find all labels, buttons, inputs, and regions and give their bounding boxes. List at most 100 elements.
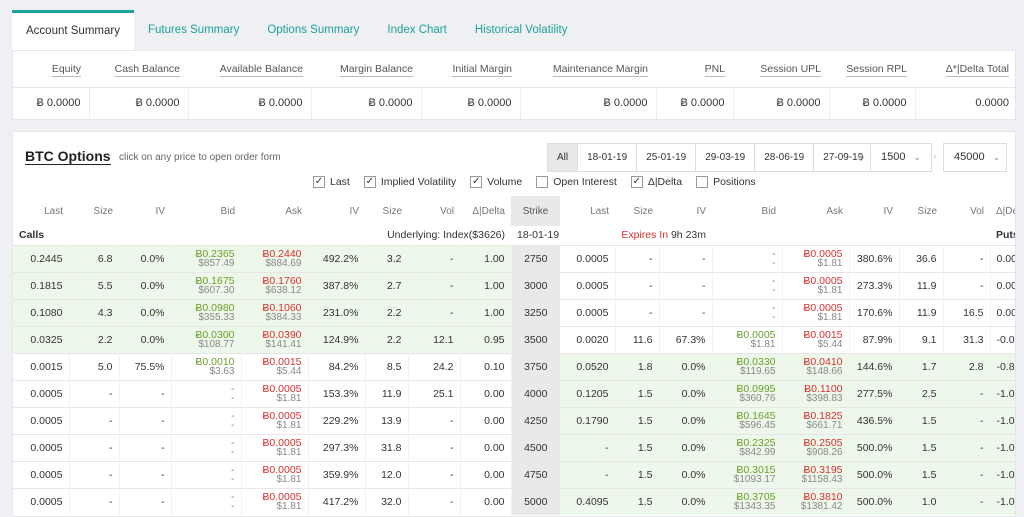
call-bid-price[interactable]: Ƀ0.0980 $355.33 [171, 298, 242, 326]
call-ask-price[interactable]: Ƀ0.1760 $638.12 [241, 271, 309, 299]
tab-account-summary[interactable]: Account Summary [12, 10, 134, 50]
call-cell: 0.0005 [13, 460, 70, 488]
put-bid-price[interactable]: -- [712, 271, 783, 299]
call-bid-price[interactable]: Ƀ0.2365 $857.49 [171, 244, 242, 272]
call-cell: 25.1 [408, 379, 461, 407]
put-cell: 0.0% [659, 433, 713, 461]
usd-price: $355.33 [198, 311, 235, 323]
max-strike-select[interactable]: 45000 ⌄ [943, 143, 1007, 172]
call-ask-price[interactable]: Ƀ0.0005 $1.81 [241, 487, 309, 515]
call-cell: 492.2% [308, 244, 366, 272]
put-ask-price[interactable]: Ƀ0.0015 $5.44 [782, 325, 850, 353]
btc-price: Ƀ0.0005 [803, 247, 843, 260]
column-toggle-checkbox[interactable]: ✓ Volume [470, 176, 522, 188]
put-bid-price[interactable]: Ƀ0.3705 $1343.35 [712, 487, 783, 515]
call-bid-price[interactable]: Ƀ0.0300 $108.77 [171, 325, 242, 353]
summary-header-label: PNL [704, 62, 725, 77]
expiry-all-button[interactable]: All [548, 144, 578, 171]
put-ask-price[interactable]: Ƀ0.0410 $148.66 [782, 352, 850, 380]
tab-historical-volatility[interactable]: Historical Volatility [474, 24, 568, 36]
column-header: Size [917, 205, 937, 217]
put-bid-price[interactable]: Ƀ0.1645 $596.45 [712, 406, 783, 434]
btc-price: Ƀ0.0980 [195, 301, 235, 314]
call-bid-price[interactable]: -- [171, 406, 242, 434]
btc-price: Ƀ0.2505 [803, 436, 843, 449]
call-ask-price[interactable]: Ƀ0.0390 $141.41 [241, 325, 309, 353]
usd-price: - [231, 392, 235, 404]
call-ask-price[interactable]: Ƀ0.0005 $1.81 [241, 379, 309, 407]
expiry-date-button[interactable]: 18-01-19 [577, 144, 637, 171]
btc-price: Ƀ0.0005 [262, 409, 302, 422]
option-row: 0.0005- - - - Ƀ0.0005 $1.81 297.3% 31.8-0.00 450… [13, 433, 1015, 461]
column-header: Bid [761, 205, 776, 217]
column-toggle-checkbox[interactable]: ✓ Δ|Delta [630, 176, 682, 188]
column-toggle-checkbox[interactable]: ✓ Implied Volatility [363, 176, 456, 188]
usd-price: $1343.35 [733, 500, 776, 512]
put-ask-price[interactable]: Ƀ0.3195 $1158.43 [782, 460, 850, 488]
usd-price: $1.81 [750, 338, 776, 350]
put-ask-price[interactable]: Ƀ0.3810 $1381.42 [782, 487, 850, 515]
btc-price: Ƀ0.2325 [736, 436, 776, 449]
call-bid-price[interactable]: Ƀ0.1675 $607.30 [171, 271, 242, 299]
usd-price: $5.44 [817, 338, 843, 350]
call-ask-price[interactable]: Ƀ0.2440 $884.69 [241, 244, 309, 272]
tab-options-summary[interactable]: Options Summary [267, 24, 360, 36]
call-bid-price[interactable]: -- [171, 433, 242, 461]
put-ask-price[interactable]: Ƀ0.0005 $1.81 [782, 244, 850, 272]
put-bid-price[interactable]: Ƀ0.2325 $842.99 [712, 433, 783, 461]
expiry-date-button[interactable]: 25-01-19 [636, 144, 696, 171]
chevron-right-icon: › [933, 151, 937, 162]
put-ask-price[interactable]: Ƀ0.0005 $1.81 [782, 271, 850, 299]
btc-price: - [231, 436, 235, 449]
expiry-date-button[interactable]: 29-03-19 [695, 144, 755, 171]
account-summary-table: Equity Cash Balance Available Balance Margi… [13, 51, 1017, 119]
usd-price: $596.45 [739, 419, 776, 431]
min-strike-select[interactable]: 1500 ⌄ [870, 143, 932, 172]
call-ask-price[interactable]: Ƀ0.0005 $1.81 [241, 460, 309, 488]
expiry-date-button[interactable]: 28-06-19 [754, 144, 814, 171]
put-bid-price[interactable]: Ƀ0.3015 $1093.17 [712, 460, 783, 488]
usd-price: $1.81 [276, 500, 302, 512]
put-ask-price[interactable]: Ƀ0.0005 $1.81 [782, 298, 850, 326]
call-cell: 12.1 [408, 325, 461, 353]
put-ask-price[interactable]: Ƀ0.1825 $661.71 [782, 406, 850, 434]
call-ask-price[interactable]: Ƀ0.0005 $1.81 [241, 433, 309, 461]
put-cell: 380.6% [849, 244, 900, 272]
option-row: 0.2445 6.8 0.0% Ƀ0.2365 $857.49 Ƀ0.2440 $884.6… [13, 244, 1015, 272]
strike-price: 3250 [511, 298, 560, 326]
put-bid-price[interactable]: -- [712, 298, 783, 326]
expiry-date-button[interactable]: 27-09-19 [813, 144, 873, 171]
column-toggle-checkbox[interactable]: ✓ Last [313, 176, 350, 188]
call-bid-price[interactable]: Ƀ0.0010 $3.63 [171, 352, 242, 380]
call-cell: 0.00 [460, 487, 512, 515]
put-ask-price[interactable]: Ƀ0.2505 $908.26 [782, 433, 850, 461]
call-ask-price[interactable]: Ƀ0.0015 $5.44 [241, 352, 309, 380]
btc-price: Ƀ0.0015 [262, 355, 302, 368]
put-cell: 1.7 [899, 352, 944, 380]
put-cell: 0.0% [659, 460, 713, 488]
put-bid-price[interactable]: Ƀ0.0005 $1.81 [712, 325, 783, 353]
call-ask-price[interactable]: Ƀ0.1060 $384.33 [241, 298, 309, 326]
btc-price: Ƀ0.0015 [803, 328, 843, 341]
column-header: Δ|Delta [996, 205, 1015, 217]
put-bid-price[interactable]: -- [712, 244, 783, 272]
put-ask-price[interactable]: Ƀ0.1100 $398.83 [782, 379, 850, 407]
call-bid-price[interactable]: -- [171, 487, 242, 515]
put-bid-price[interactable]: Ƀ0.0330 $119.65 [712, 352, 783, 380]
call-cell: 32.0 [365, 487, 409, 515]
column-toggle-checkbox[interactable]: Open Interest [536, 176, 617, 188]
call-bid-price[interactable]: -- [171, 460, 242, 488]
summary-header: Maintenance Margin [520, 51, 656, 88]
option-row: 0.0325 2.2 0.0% Ƀ0.0300 $108.77 Ƀ0.0390 $141.4… [13, 325, 1015, 353]
tab-futures-summary[interactable]: Futures Summary [147, 24, 240, 36]
column-toggle-checkbox[interactable]: Positions [696, 176, 756, 188]
call-ask-price[interactable]: Ƀ0.0005 $1.81 [241, 406, 309, 434]
checkmark-icon: ✓ [470, 176, 483, 188]
call-bid-price[interactable]: -- [171, 379, 242, 407]
usd-price: $1.81 [817, 284, 843, 296]
checkmark-icon: ✓ [363, 176, 376, 188]
chevron-down-icon: ⌄ [992, 152, 1001, 162]
tab-index-chart[interactable]: Index Chart [387, 24, 447, 36]
put-bid-price[interactable]: Ƀ0.0995 $360.76 [712, 379, 783, 407]
put-cell: - [560, 433, 616, 461]
